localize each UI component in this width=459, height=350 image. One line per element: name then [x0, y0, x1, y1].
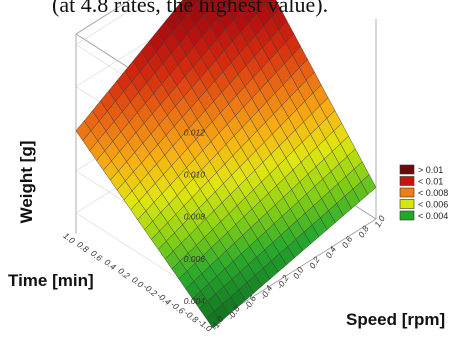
box-edge	[75, 0, 131, 35]
legend-swatch	[399, 176, 415, 186]
x-tick-label: -0.2	[274, 273, 290, 291]
surface-cell	[195, 0, 200, 4]
x-tick-label: 0.6	[340, 234, 355, 250]
x-tick-label: 0.8	[356, 224, 371, 240]
y-tick-label: 1.0	[61, 230, 77, 245]
z-gridline	[75, 0, 147, 45]
x-tick-label: 1.0	[372, 214, 387, 230]
x-axis-title: Speed [rpm]	[346, 310, 445, 329]
legend-label: < 0.004	[418, 211, 448, 221]
legend-label: < 0.008	[418, 188, 448, 198]
legend-swatch	[399, 164, 415, 175]
y-tick-label: 0.8	[75, 239, 91, 254]
legend-swatch	[399, 187, 415, 198]
z-tick-label: 0.010	[184, 170, 206, 180]
z-axis-title: Weight [g]	[17, 141, 36, 224]
y-tick-label: 0.6	[89, 248, 105, 263]
legend-label: < 0.006	[418, 200, 448, 210]
legend-label: > 0.01	[418, 165, 443, 175]
legend: > 0.01 < 0.01< 0.008 < 0.006< 0.004	[399, 164, 448, 221]
legend-swatch	[399, 199, 415, 209]
legend-label: < 0.01	[418, 177, 443, 187]
surface-cell	[205, 310, 222, 329]
z-tick-label: 0.006	[184, 254, 206, 264]
z-tick-label: 0.008	[184, 212, 206, 222]
legend-swatch	[399, 210, 415, 221]
y-tick-label: 0.2	[116, 266, 132, 281]
response-surface	[75, 0, 377, 329]
y-tick-label: 0.4	[103, 257, 119, 272]
surface-cell	[208, 0, 217, 6]
z-tick-label: 0.004	[184, 296, 206, 306]
x-tick-label: 0.2	[307, 255, 322, 271]
y-axis-title: Time [min]	[8, 271, 94, 290]
z-tick-label: 0.012	[184, 128, 206, 138]
surface-cell	[262, 0, 270, 5]
x-tick-label: 0.0	[291, 265, 306, 281]
x-tick-label: 0.4	[323, 244, 338, 260]
caption-text: (at 4.8 rates, the highest value).	[52, 0, 328, 17]
